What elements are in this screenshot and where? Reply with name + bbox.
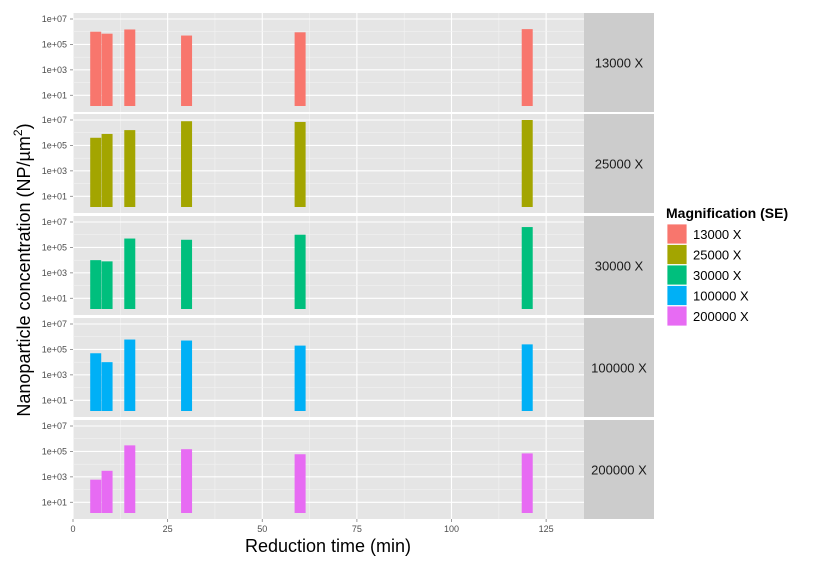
y-tick-label: 1e+03 [42,370,67,380]
y-tick-label: 1e+01 [42,497,67,507]
legend-title: Magnification (SE) [666,205,788,221]
y-tick-label: 1e+07 [42,217,67,227]
x-tick-label: 0 [70,524,75,534]
x-tick-label: 100 [444,524,459,534]
strip-background [584,420,654,519]
bar [521,344,533,411]
bar [521,120,533,207]
y-axis-title: Nanoparticle concentration (NP/µm2) [11,123,34,416]
y-tick-label: 1e+07 [42,14,67,24]
bar [181,449,193,513]
bar [294,454,306,513]
y-tick-label: 1e+07 [42,115,67,125]
bar [521,453,533,513]
strip-background [584,216,654,315]
x-axis-title: Reduction time (min) [245,536,411,556]
legend-label: 25000 X [693,248,742,263]
bar [124,339,136,411]
facet-panel-25000-x: 1e+01 1e+03 1e+05 1e+07 25000 X [42,114,654,213]
gridlines [72,13,584,112]
bar [90,31,102,106]
panel-background [73,13,584,112]
legend-key [666,305,688,327]
y-tick-label: 1e+05 [42,344,67,354]
y-tick-label: 1e+01 [42,191,67,201]
gridlines [72,216,584,315]
bar [181,121,193,207]
panel-background [73,420,584,519]
y-tick-label: 1e+07 [42,421,67,431]
legend-key [666,285,688,306]
y-tick-label: 1e+03 [42,268,67,278]
legend-label: 200000 X [693,309,749,324]
bar [124,445,136,513]
bar [90,260,102,309]
bar [521,227,533,309]
panel-background [73,216,584,315]
bar [101,470,113,513]
bar [124,29,136,106]
legend-label: 30000 X [693,268,742,283]
bar [101,362,113,411]
y-tick-label: 1e+05 [42,140,67,150]
facet-panel-100000-x: 1e+01 1e+03 1e+05 1e+07 100000 X [42,318,654,417]
x-tick-label: 125 [539,524,554,534]
x-axis: 0 25 50 75 100 125 [70,519,554,534]
bar [90,137,102,207]
bar [101,133,113,207]
legend-key [666,244,688,265]
legend-label: 100000 X [693,289,749,304]
legend-key [666,223,688,245]
y-tick-label: 1e+03 [42,166,67,176]
strip-label: 13000 X [595,56,644,71]
legend: Magnification (SE) 13000 X 25000 X 30000 X… [666,205,788,327]
y-tick-label: 1e+05 [42,242,67,252]
legend-label: 13000 X [693,227,742,242]
strip-background [584,318,654,417]
bar [124,238,136,309]
bar [101,261,113,309]
y-tick-label: 1e+05 [42,446,67,456]
x-tick-label: 75 [352,524,362,534]
facet-panel-30000-x: 1e+01 1e+03 1e+05 1e+07 30000 X [42,216,654,315]
bar [181,239,193,309]
bar [294,32,306,106]
gridlines [72,114,584,213]
y-tick-label: 1e+03 [42,65,67,75]
bar [294,121,306,207]
y-tick-label: 1e+01 [42,395,67,405]
gridlines [72,420,584,519]
bar [124,130,136,207]
bar [294,234,306,309]
bar [181,35,193,106]
strip-label: 200000 X [591,463,647,478]
gridlines [72,318,584,417]
bar [294,345,306,411]
bar [90,479,102,513]
strip-background [584,114,654,213]
strip-label: 30000 X [595,259,644,274]
strip-label: 100000 X [591,361,647,376]
bar [101,33,113,106]
panel-background [73,114,584,213]
facet-panel-13000-x: 1e+01 1e+03 1e+05 1e+07 13000 X [42,13,654,112]
bar [521,29,533,106]
y-tick-label: 1e+05 [42,39,67,49]
y-tick-label: 1e+01 [42,90,67,100]
strip-background [584,13,654,112]
legend-key [666,264,688,286]
strip-label: 25000 X [595,157,644,172]
x-tick-label: 50 [257,524,267,534]
x-tick-label: 25 [163,524,173,534]
y-tick-label: 1e+01 [42,293,67,303]
y-tick-label: 1e+03 [42,472,67,482]
bar [181,340,193,411]
facet-panel-200000-x: 1e+01 1e+03 1e+05 1e+07 200000 X [42,420,654,519]
y-tick-label: 1e+07 [42,319,67,329]
panel-background [73,318,584,417]
bar [90,353,102,411]
